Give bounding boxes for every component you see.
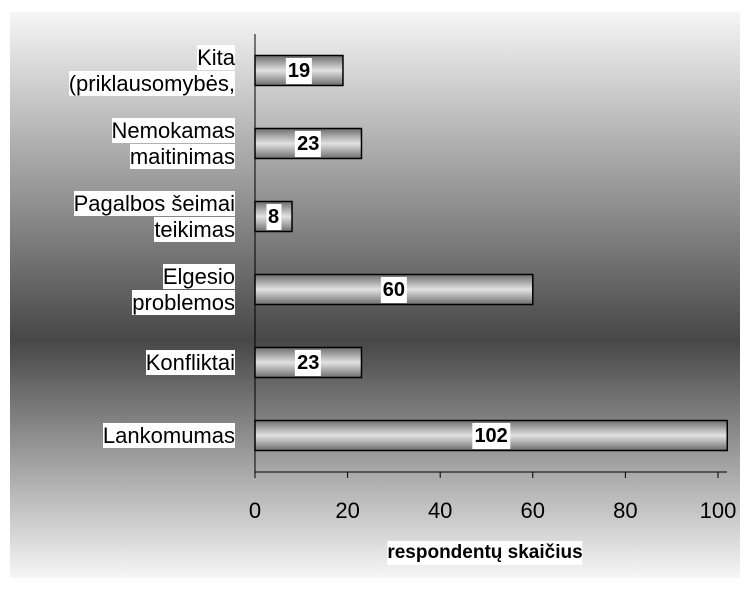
y-tick-label-box: Elgesio problemos [3, 263, 235, 316]
y-tick-label: Kita (priklausomybės, [68, 44, 235, 96]
y-tick-label: Lankomumas [102, 422, 235, 448]
data-label: 19 [285, 57, 313, 84]
x-tick-label: 60 [520, 498, 546, 523]
data-label: 23 [295, 349, 322, 376]
y-tick-label: Elgesio problemos [132, 263, 235, 315]
x-tick-label: 80 [613, 498, 638, 523]
y-tick-label-box: Konfliktai [3, 349, 235, 376]
data-label: 8 [265, 203, 282, 230]
data-label: 60 [380, 276, 408, 303]
y-tick-label-box: Kita (priklausomybės, [3, 44, 235, 97]
y-tick-label: Nemokamas maitinimas [111, 117, 235, 169]
y-tick-label: Pagalbos šeimai teikimas [73, 190, 235, 242]
data-label: 23 [295, 130, 322, 157]
x-tick-label: 20 [335, 498, 360, 523]
x-tick-label: 100 [699, 498, 737, 523]
x-tick-label: 0 [248, 498, 262, 523]
y-tick-label-box: Nemokamas maitinimas [3, 117, 235, 170]
x-axis-title: respondentų skaičius [387, 541, 583, 565]
y-tick-label-box: Lankomumas [3, 422, 235, 449]
y-tick-label: Konfliktai [145, 349, 235, 375]
x-tick-label: 40 [427, 498, 453, 523]
y-tick-label-box: Pagalbos šeimai teikimas [3, 190, 235, 243]
data-label: 102 [472, 422, 510, 449]
